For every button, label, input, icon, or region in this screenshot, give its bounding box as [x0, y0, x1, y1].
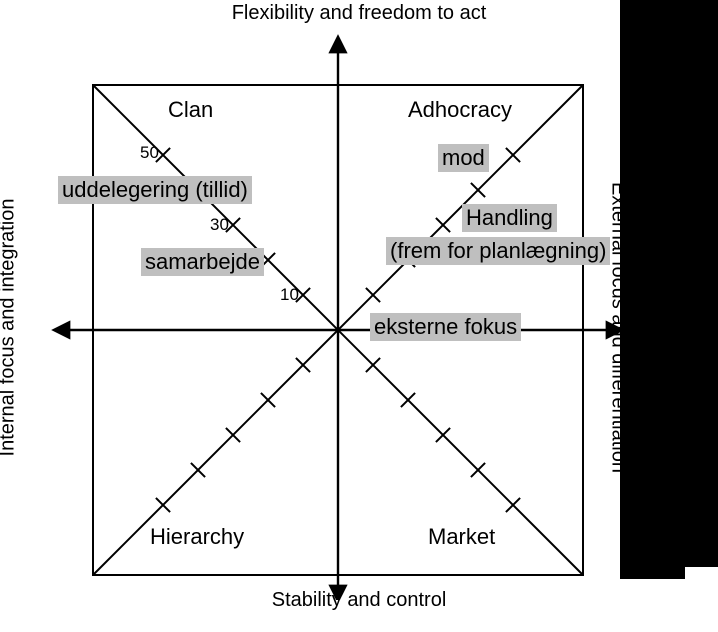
- axis-label-left: Internal focus and integration: [0, 199, 20, 457]
- axis-label-right: External focus and differentiation: [607, 182, 630, 473]
- quad-label-market: Market: [428, 524, 495, 550]
- quad-label-hierarchy: Hierarchy: [150, 524, 244, 550]
- callout-handling-1: Handling: [462, 204, 557, 232]
- callout-samarbejde: samarbejde: [141, 248, 264, 276]
- axis-label-top: Flexibility and freedom to act: [232, 2, 487, 25]
- tick-label-30: 30: [210, 215, 229, 235]
- callout-uddelegering: uddelegering (tillid): [58, 176, 252, 204]
- callout-mod: mod: [438, 144, 489, 172]
- callout-handling-2: (frem for planlægning): [386, 237, 610, 265]
- quad-label-clan: Clan: [168, 97, 213, 123]
- tick-label-10: 10: [280, 285, 299, 305]
- tick-label-50: 50: [140, 143, 159, 163]
- cvf-diagram: [40, 30, 640, 600]
- callout-eksterne: eksterne fokus: [370, 313, 521, 341]
- quad-label-adhocracy: Adhocracy: [408, 97, 512, 123]
